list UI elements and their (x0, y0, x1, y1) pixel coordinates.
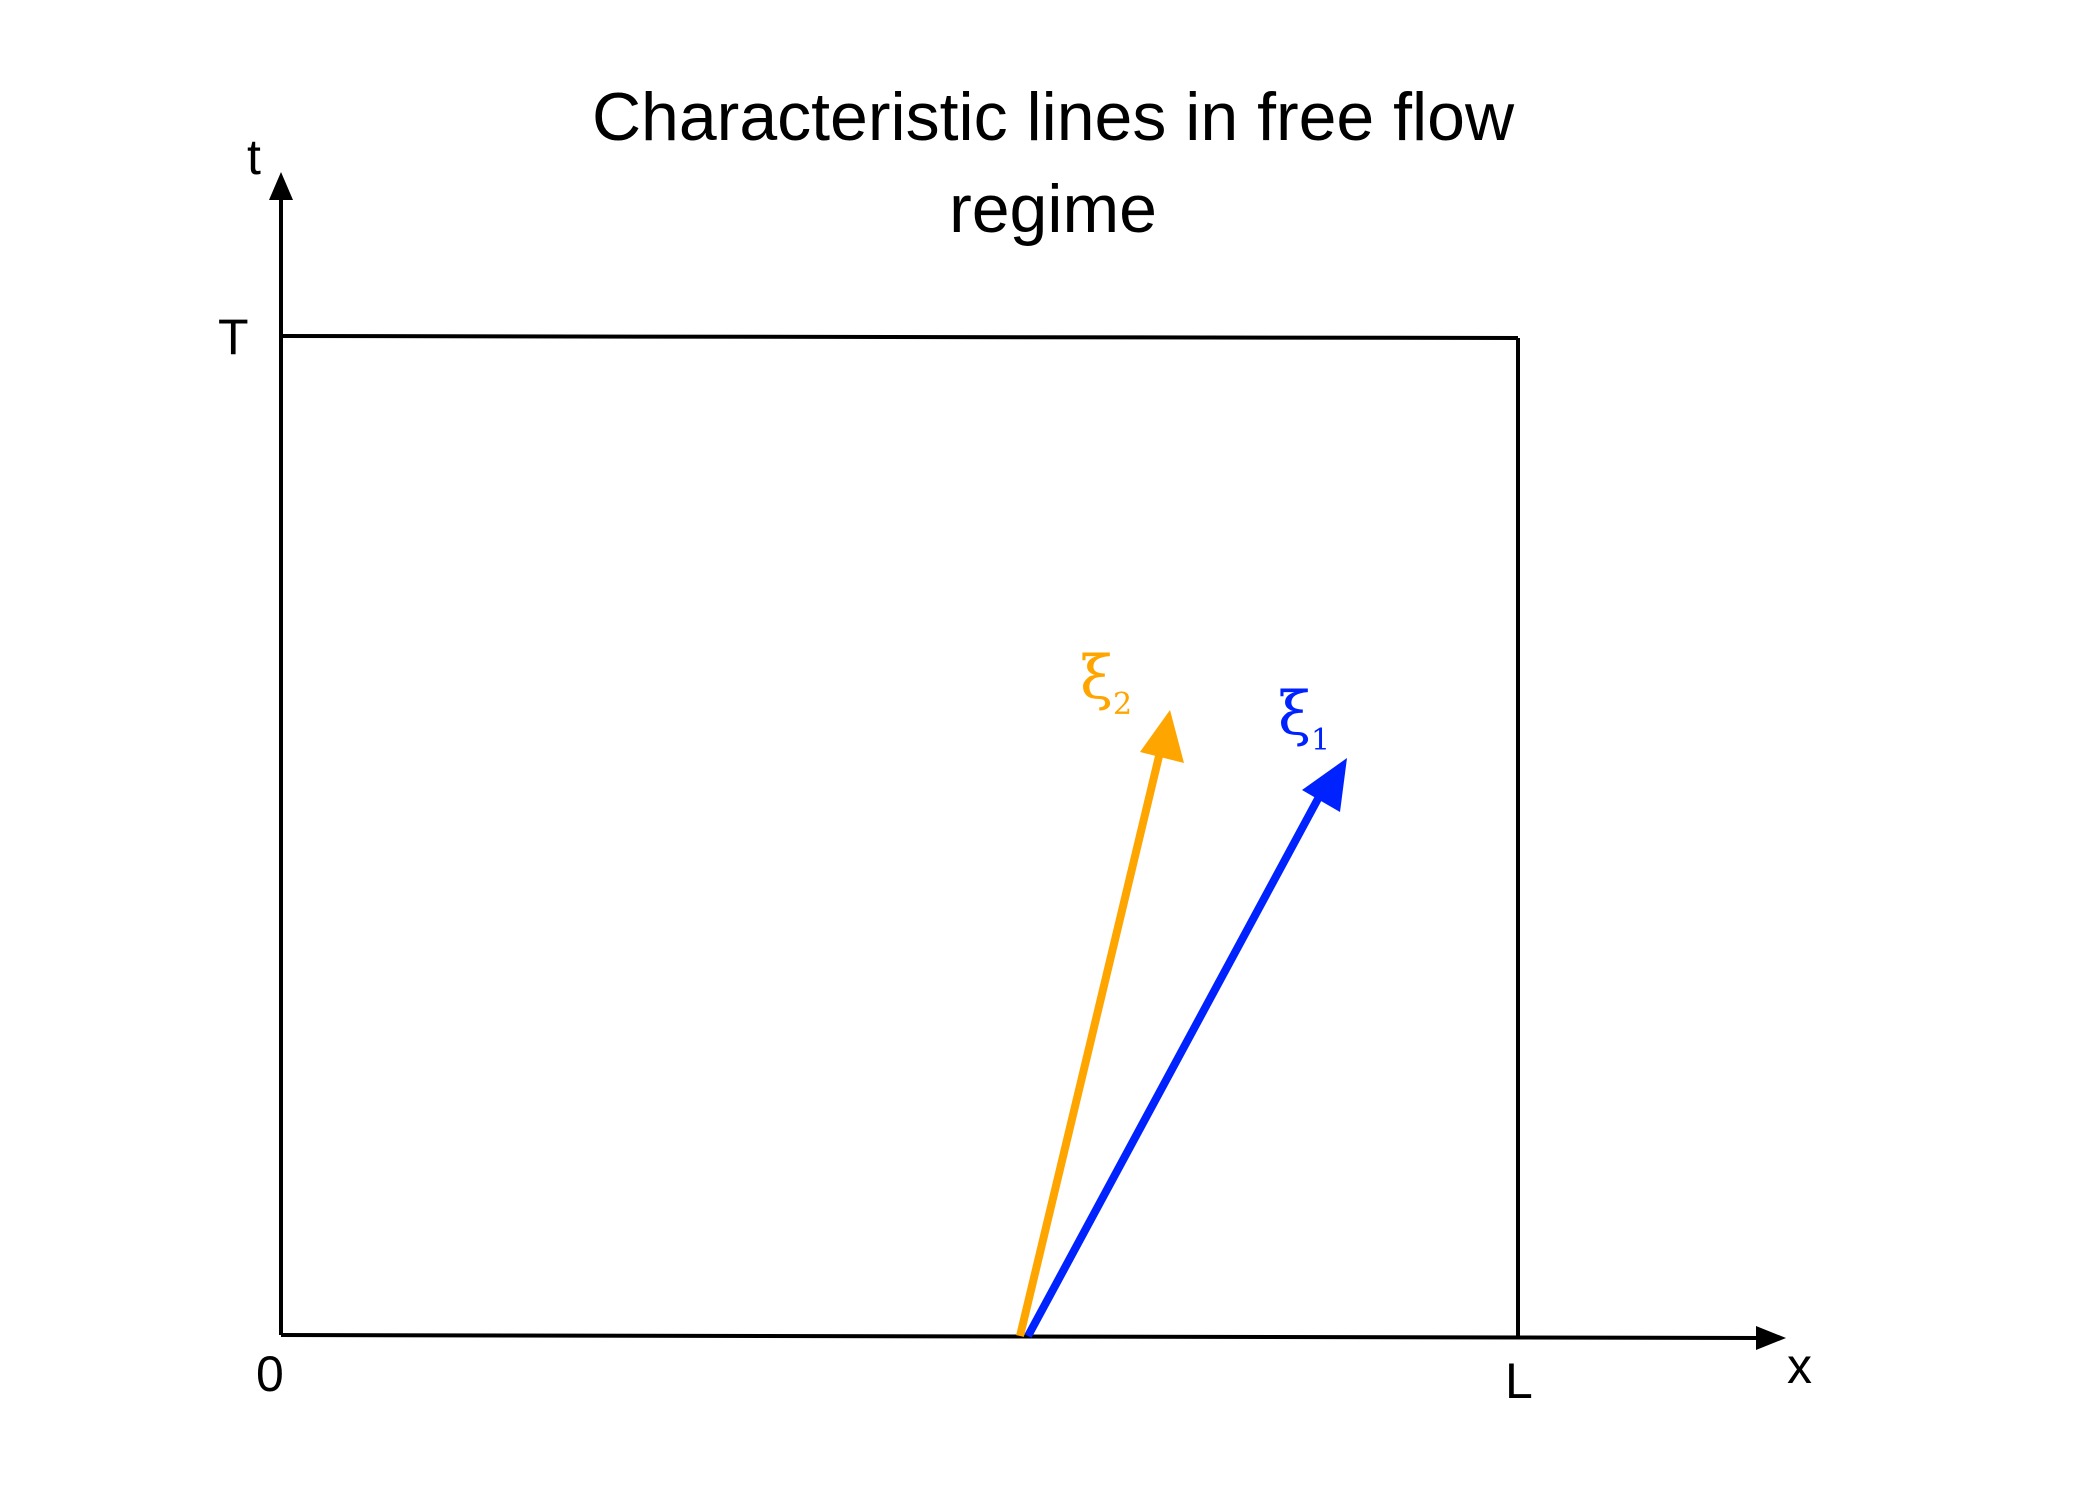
diagram-title-line-1: Characteristic lines in free flow (592, 79, 1515, 155)
xi1-symbol: ξ (1278, 679, 1311, 749)
L-tick-label: L (1505, 1353, 1533, 1409)
origin-label: 0 (256, 1346, 284, 1402)
t-axis-arrowhead (269, 172, 293, 200)
xi1-characteristic-line (1024, 793, 1324, 1338)
T-tick-label: T (218, 309, 249, 365)
t-axis-label: t (247, 129, 261, 185)
xi2-characteristic-line (1016, 751, 1164, 1337)
diagram-title-line-2: regime (949, 171, 1157, 247)
x-axis-arrowhead (1756, 1326, 1786, 1350)
x-axis-label: x (1787, 1338, 1812, 1394)
T-boundary-line (280, 334, 1519, 340)
xi2-label: ξ2 (1080, 643, 1132, 722)
xi1-subscript: 1 (1311, 723, 1330, 758)
xi2-arrowhead (1140, 710, 1184, 763)
xi1-label: ξ1 (1278, 679, 1330, 758)
xi2-subscript: 2 (1113, 687, 1132, 722)
x-axis (280, 1333, 1761, 1340)
xi2-symbol: ξ (1080, 643, 1113, 713)
xi1-arrowhead (1302, 758, 1347, 812)
